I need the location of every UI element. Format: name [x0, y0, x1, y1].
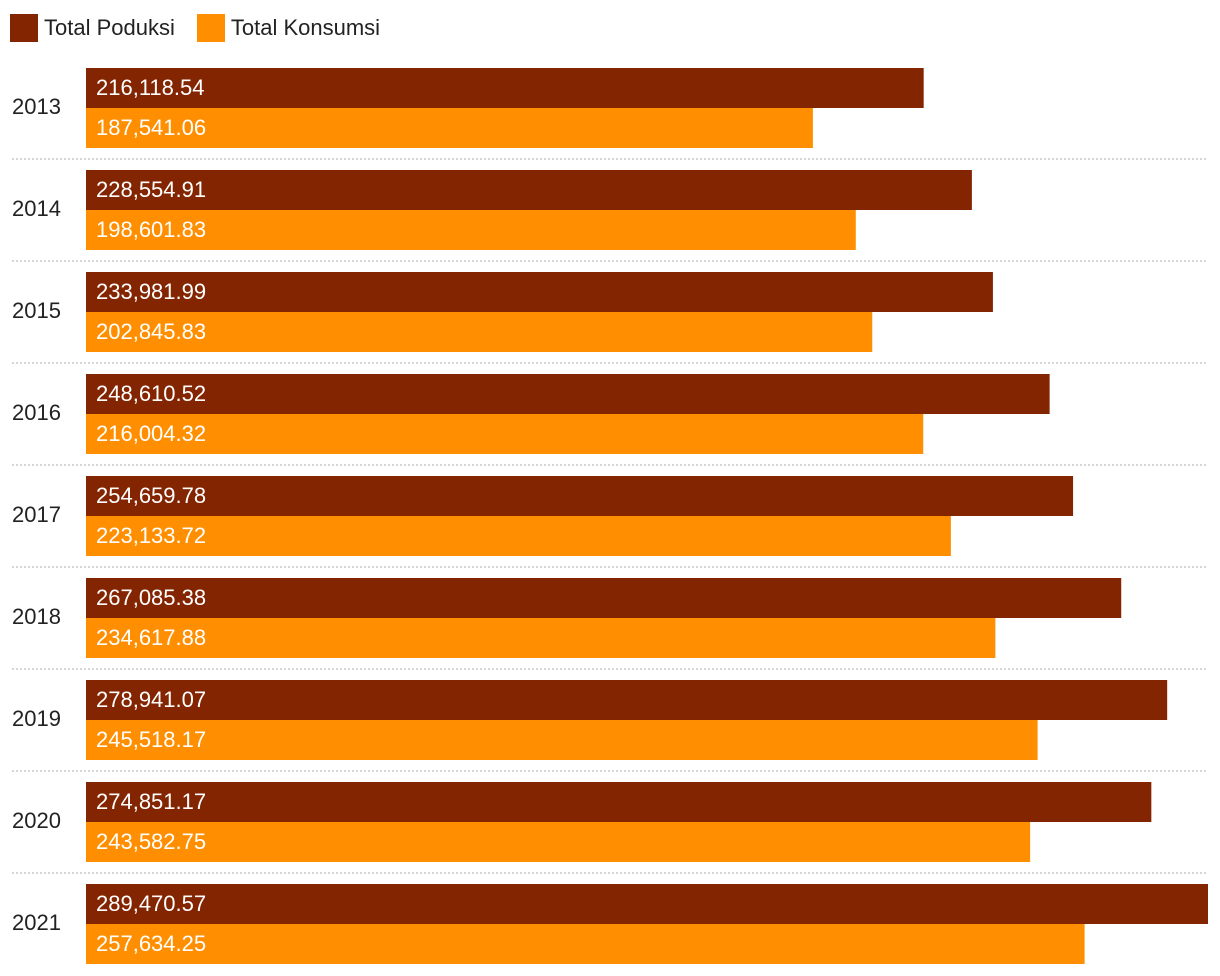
- legend-item-total-poduksi: Total Poduksi: [10, 13, 175, 42]
- data-label-konsumsi-2015: 202,845.83: [96, 319, 206, 344]
- bar-konsumsi-2021: [86, 924, 1085, 964]
- data-label-konsumsi-2021: 257,634.25: [96, 931, 206, 956]
- data-label-konsumsi-2020: 243,582.75: [96, 829, 206, 854]
- data-label-produksi-2021: 289,470.57: [96, 891, 206, 916]
- legend-item-total-konsumsi: Total Konsumsi: [196, 13, 381, 42]
- category-label-2013: 2013: [12, 94, 61, 119]
- data-label-produksi-2014: 228,554.91: [96, 177, 206, 202]
- data-label-produksi-2015: 233,981.99: [96, 279, 206, 304]
- data-label-produksi-2017: 254,659.78: [96, 483, 206, 508]
- data-label-konsumsi-2019: 245,518.17: [96, 727, 206, 752]
- chart-legend: Total Poduksi Total Konsumsi: [10, 13, 402, 42]
- category-label-2015: 2015: [12, 298, 61, 323]
- bar-produksi-2020: [86, 782, 1152, 822]
- category-label-2016: 2016: [12, 400, 61, 425]
- category-label-2020: 2020: [12, 808, 61, 833]
- bar-konsumsi-2020: [86, 822, 1031, 862]
- category-label-2019: 2019: [12, 706, 61, 731]
- legend-label-total-poduksi: Total Poduksi: [44, 14, 175, 40]
- data-label-konsumsi-2013: 187,541.06: [96, 115, 206, 140]
- bar-produksi-2017: [86, 476, 1074, 516]
- category-label-2021: 2021: [12, 910, 61, 935]
- bar-konsumsi-2013: [86, 108, 813, 148]
- data-label-konsumsi-2018: 234,617.88: [96, 625, 206, 650]
- legend-swatch-total-poduksi: [10, 13, 38, 42]
- bar-produksi-2021: [86, 884, 1208, 924]
- bar-produksi-2013: [86, 68, 924, 108]
- data-label-konsumsi-2016: 216,004.32: [96, 421, 206, 446]
- data-label-produksi-2020: 274,851.17: [96, 789, 206, 814]
- legend-swatch-total-konsumsi: [196, 13, 225, 42]
- bar-produksi-2019: [86, 680, 1168, 720]
- data-label-konsumsi-2014: 198,601.83: [96, 217, 206, 242]
- data-label-produksi-2018: 267,085.38: [96, 585, 206, 610]
- data-label-produksi-2013: 216,118.54: [96, 75, 204, 100]
- category-label-2017: 2017: [12, 502, 61, 527]
- data-label-produksi-2019: 278,941.07: [96, 687, 206, 712]
- bar-produksi-2018: [86, 578, 1122, 618]
- bar-konsumsi-2018: [86, 618, 996, 658]
- category-label-2018: 2018: [12, 604, 61, 629]
- bar-produksi-2016: [86, 374, 1050, 414]
- bar-konsumsi-2019: [86, 720, 1038, 760]
- bar-konsumsi-2014: [86, 210, 856, 250]
- legend-label-total-konsumsi: Total Konsumsi: [230, 14, 381, 40]
- bar-konsumsi-2015: [86, 312, 873, 352]
- data-label-produksi-2016: 248,610.52: [96, 381, 206, 406]
- bar-produksi-2014: [86, 170, 972, 210]
- bar-produksi-2015: [86, 272, 993, 312]
- category-label-2014: 2014: [12, 196, 61, 221]
- bar-konsumsi-2017: [86, 516, 951, 556]
- bar-konsumsi-2016: [86, 414, 924, 454]
- data-label-konsumsi-2017: 223,133.72: [96, 523, 206, 548]
